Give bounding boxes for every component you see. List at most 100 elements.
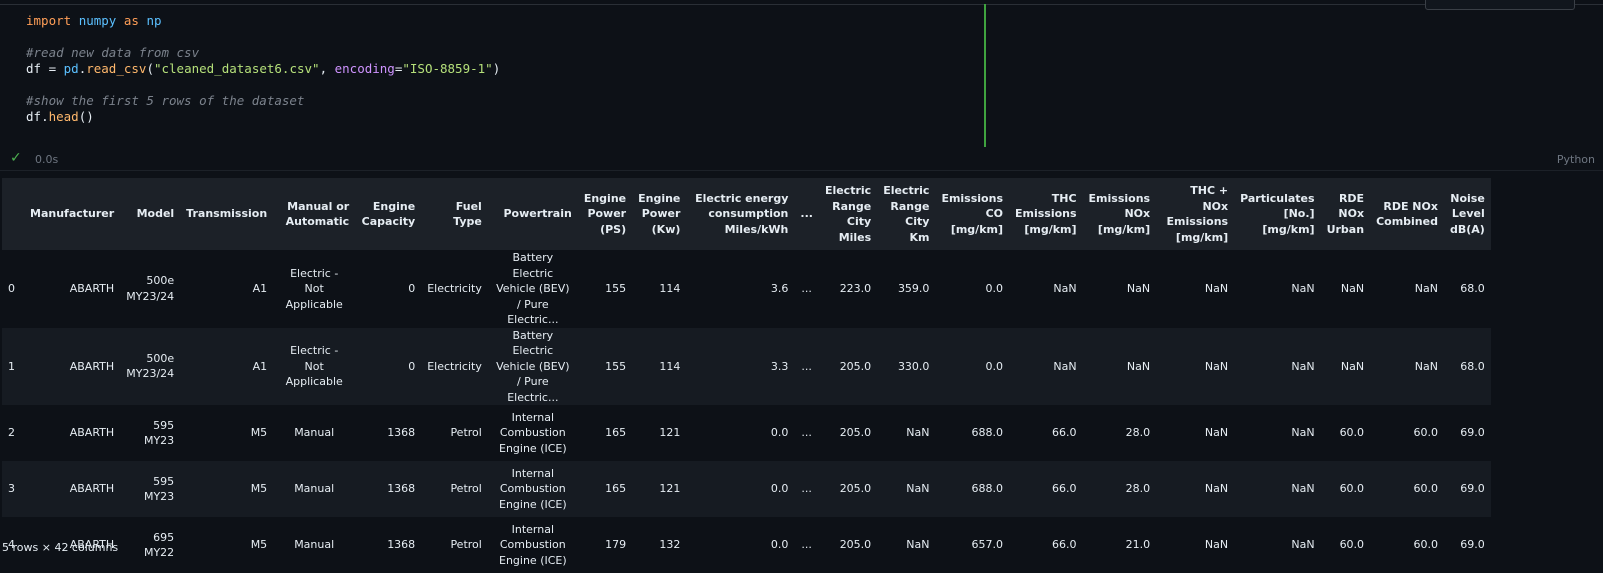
code-token: np: [146, 13, 162, 28]
code-token: .: [41, 109, 49, 124]
table-cell: Manual: [294, 426, 335, 440]
table-cell: Internal Combustion Engine (ICE): [499, 410, 567, 455]
table-cell: NaN: [906, 426, 930, 440]
table-cell: 688.0: [971, 426, 1004, 440]
column-header: RDE NOx Combined: [1370, 178, 1444, 250]
table-cell: Electric - Not Applicable: [273, 327, 356, 405]
table-cell: 595 MY23: [143, 418, 175, 448]
table-cell: 1368: [387, 426, 416, 440]
table-cell: 21.0: [1125, 538, 1151, 552]
table-row: 4 ABARTH 695 MY22 M5 Manual 1368 Petrol Interna…: [2, 517, 1491, 573]
table-cell: NaN: [1204, 538, 1229, 552]
table-cell: 66.0: [1052, 538, 1077, 552]
table-cell: 330.0: [877, 327, 936, 405]
table-cell: 0.0: [686, 461, 795, 517]
column-header: Emissions CO [mg/km]: [935, 178, 1009, 250]
code-cell-top-border: [0, 0, 1603, 5]
table-cell: NaN: [1320, 327, 1371, 405]
table-header-row: Manufacturer Model Transmission Manual or A…: [2, 178, 1491, 250]
table-cell: ...: [794, 327, 819, 405]
table-cell: NaN: [1340, 282, 1365, 295]
column-header: Engine Power (PS): [577, 178, 633, 250]
row-index: 2: [8, 426, 15, 440]
table-cell: M5: [250, 426, 268, 440]
table-cell: Battery Electric Vehicle (BEV) / Pure El…: [496, 251, 570, 326]
table-cell: 359.0: [897, 282, 930, 295]
table-row: 3 ABARTH 595 MY23 M5 Manual 1368 Petrol Interna…: [2, 461, 1491, 517]
code-token: "ISO-8859-1": [402, 61, 493, 76]
column-header: Fuel Type: [421, 178, 488, 250]
cell-status-bar: [0, 150, 1603, 171]
cell-language-label[interactable]: Python: [1556, 153, 1595, 166]
table-cell: NaN: [1291, 538, 1315, 552]
table-cell: 3.3: [686, 327, 795, 405]
code-editor[interactable]: import numpy as np #read new data from c…: [26, 13, 500, 125]
table-cell: Battery Electric Vehicle (BEV) / Pure El…: [487, 327, 578, 405]
code-token: head: [48, 109, 79, 124]
table-cell: NaN: [1291, 282, 1315, 295]
code-line: [26, 29, 500, 45]
table-cell: 69.0: [1443, 461, 1491, 517]
column-header: Electric energy consumption Miles/kWh: [686, 178, 795, 250]
table-cell: NaN: [1414, 282, 1438, 295]
table-cell: 68.0: [1460, 282, 1485, 295]
table-cell: 205.0: [839, 426, 872, 440]
table-cell: NaN: [1082, 327, 1157, 405]
code-token: [116, 13, 124, 28]
table-cell: NaN: [1053, 282, 1077, 295]
table-cell: M5: [180, 461, 274, 517]
column-header: Transmission: [180, 178, 274, 250]
code-token: #read new data from csv: [26, 45, 200, 60]
table-cell: NaN: [1370, 327, 1444, 405]
table-cell: Manual: [294, 538, 335, 552]
table-cell: Electric - Not Applicable: [285, 266, 343, 311]
code-token: numpy: [78, 13, 117, 28]
cell-toolbar[interactable]: [1425, 0, 1575, 10]
column-header: [2, 178, 24, 250]
table-cell: ...: [801, 538, 812, 552]
dataframe-table: Manufacturer Model Transmission Manual or A…: [2, 178, 1491, 573]
table-cell: 0.0: [935, 327, 1009, 405]
table-cell: NaN: [1156, 461, 1235, 517]
table-cell: NaN: [906, 538, 930, 552]
table-row: 0 ABARTH 500e MY23/24 A1 Electric - Not Appl…: [2, 250, 1491, 328]
table-cell: 1368: [387, 538, 416, 552]
table-cell: NaN: [1204, 426, 1229, 440]
table-cell: Petrol: [421, 461, 488, 517]
table-cell: ABARTH: [24, 461, 121, 517]
table-cell: 0.0: [770, 538, 789, 552]
table-cell: 688.0: [935, 461, 1009, 517]
code-token: ,: [319, 61, 335, 76]
table-row: 2 ABARTH 595 MY23 M5 Manual 1368 Petrol Interna…: [2, 405, 1491, 461]
table-cell: 3.6: [770, 282, 789, 295]
table-cell: 155: [577, 327, 633, 405]
table-cell: 60.0: [1413, 426, 1438, 440]
code-token: ): [492, 61, 501, 76]
code-token: as: [123, 13, 139, 28]
table-cell: 60.0: [1339, 538, 1365, 552]
code-line: [26, 77, 500, 93]
table-cell: 1368: [355, 461, 422, 517]
table-cell: 132: [659, 538, 681, 552]
table-cell: ...: [794, 461, 819, 517]
table-cell: 595 MY23: [120, 461, 181, 517]
column-header: Electric Range City Miles: [818, 178, 878, 250]
table-cell: 0.0: [770, 426, 789, 440]
table-cell: ABARTH: [24, 327, 121, 405]
table-cell: NaN: [1126, 282, 1151, 295]
table-cell: ...: [801, 282, 812, 295]
table-cell: NaN: [1291, 426, 1315, 440]
table-cell: 60.0: [1339, 426, 1365, 440]
table-cell: 500e MY23/24: [120, 327, 181, 405]
table-cell: 695 MY22: [143, 530, 175, 560]
table-cell: 205.0: [818, 461, 878, 517]
table-cell: NaN: [1234, 461, 1321, 517]
column-header: Particulates [No.] [mg/km]: [1234, 178, 1321, 250]
table-cell: 69.0: [1460, 538, 1485, 552]
column-header: ...: [794, 178, 819, 250]
editor-ruler: [984, 4, 986, 147]
column-header: Emissions NOx [mg/km]: [1082, 178, 1157, 250]
table-cell: Petrol: [450, 538, 482, 552]
row-index: 4: [8, 538, 15, 552]
success-check-icon: ✓: [10, 150, 22, 166]
